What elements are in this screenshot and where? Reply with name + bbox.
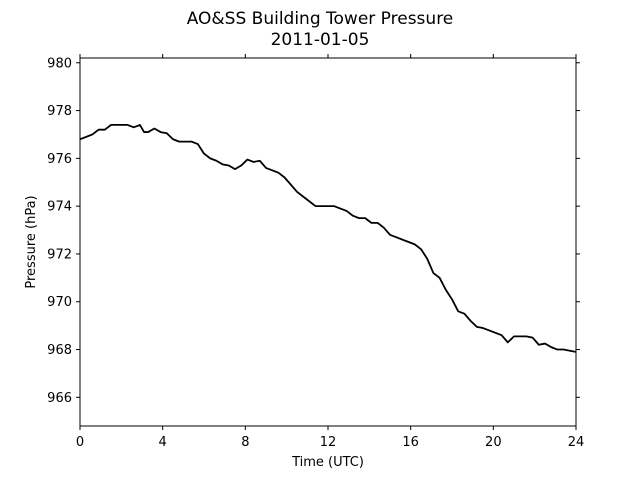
x-tick-label: 16: [402, 435, 419, 450]
x-tick-label: 8: [241, 435, 249, 450]
y-tick-label: 968: [47, 343, 72, 358]
y-tick-label: 978: [47, 104, 72, 119]
x-tick-label: 24: [568, 435, 585, 450]
y-tick-label: 970: [47, 295, 72, 310]
chart-subtitle: 2011-01-05: [271, 30, 370, 50]
y-tick-label: 980: [47, 56, 72, 71]
y-tick-label: 976: [47, 152, 72, 167]
y-axis-label: Pressure (hPa): [24, 195, 39, 288]
x-tick-label: 20: [485, 435, 502, 450]
y-tick-label: 974: [47, 200, 72, 215]
plot-frame: [79, 57, 577, 427]
x-tick-label: 4: [159, 435, 167, 450]
chart-title: AO&SS Building Tower Pressure: [187, 9, 454, 29]
x-axis-label: Time (UTC): [291, 455, 364, 470]
x-tick-label: 12: [320, 435, 337, 450]
pressure-series-line: [79, 124, 577, 353]
y-tick-label: 966: [47, 391, 72, 406]
y-tick-label: 972: [47, 247, 72, 262]
x-tick-label: 0: [76, 435, 84, 450]
axis-ticks: 0 4 8 12 16 20 24 966 968 970 972 974 976 978 980: [47, 54, 584, 450]
